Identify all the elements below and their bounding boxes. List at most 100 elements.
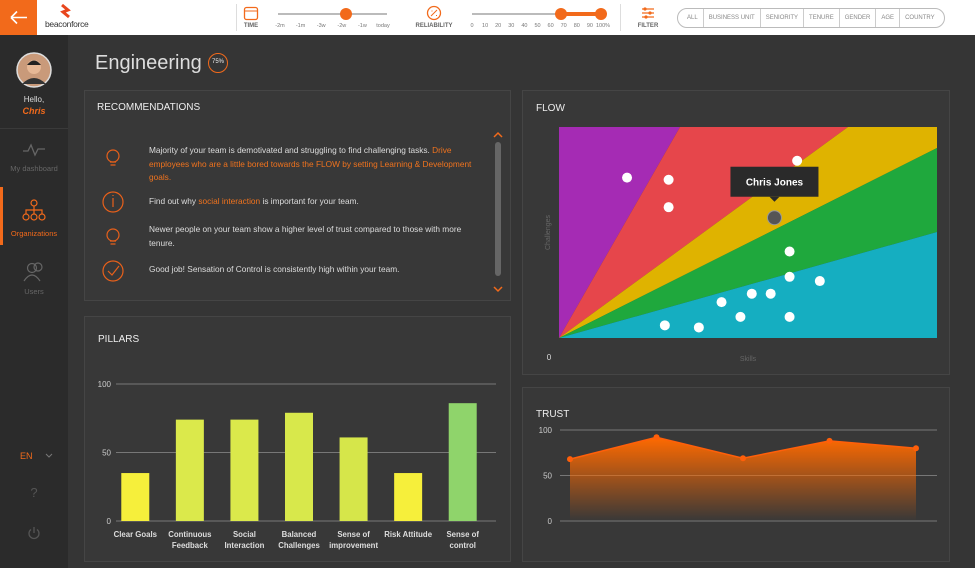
x-tick-label: Clear Goals <box>113 530 157 539</box>
filter-chip[interactable]: ALL <box>682 9 704 27</box>
filter-chip[interactable]: COUNTRY <box>905 15 935 21</box>
data-point <box>716 297 727 308</box>
x-tick-label: 0 <box>547 353 552 362</box>
recommendation-icons <box>102 149 124 282</box>
chart-title: TRUST <box>536 409 569 420</box>
y-tick-label: 100 <box>98 380 112 389</box>
power-icon[interactable] <box>27 526 41 540</box>
filter-chip[interactable]: GENDER <box>840 9 877 27</box>
reliability-thumb[interactable] <box>555 8 567 20</box>
top-bar: beaconforce TIME -2m -1m -3w -2w -1w today RE… <box>0 0 975 35</box>
filter-label: FILTER <box>637 23 659 29</box>
nav-item[interactable]: My dashboard <box>10 164 58 173</box>
point <box>913 445 919 452</box>
tooltip-pointer <box>769 196 780 202</box>
text: Good job! Sensation of Control is consis… <box>149 264 400 274</box>
bar <box>175 419 204 521</box>
reliability-tick: 50 <box>534 23 541 29</box>
reliability-track <box>472 13 603 15</box>
separator <box>236 4 237 31</box>
x-tick-label: Sense of control <box>446 530 479 550</box>
reliability-tick: 90 <box>586 23 593 29</box>
language-chevron[interactable] <box>44 451 54 461</box>
data-point <box>784 311 795 322</box>
y-tick-label: 50 <box>543 472 552 481</box>
filter-icon[interactable] <box>640 5 656 21</box>
filter-chip[interactable]: AGE <box>876 9 901 27</box>
dashboard-icon[interactable] <box>22 142 46 158</box>
filter-chip[interactable]: SENIORITY <box>761 9 805 27</box>
flow-zones <box>559 127 937 338</box>
score-badge: 75% <box>208 53 228 73</box>
time-tick: -2m <box>275 23 285 29</box>
data-point <box>622 172 633 183</box>
highlight-text: social interaction <box>198 196 261 206</box>
filter-chip[interactable]: BUSINESS UNIT <box>704 9 761 27</box>
time-tick: today <box>376 23 390 29</box>
greeting: Hello, <box>23 95 45 104</box>
time-tick: -1w <box>357 23 367 29</box>
users-icon[interactable] <box>22 261 46 283</box>
back-button[interactable] <box>0 0 37 35</box>
data-point <box>765 288 776 299</box>
logo: beaconforce <box>45 19 89 29</box>
recommendation: Good job! Sensation of Control is consis… <box>149 263 479 277</box>
area <box>570 437 916 521</box>
logo-icon <box>60 3 71 19</box>
y-axis-label: Challenges <box>545 214 552 250</box>
tooltip <box>730 166 819 197</box>
data-point <box>746 288 757 299</box>
pillars-chart: PILLARS 0 50 100 <box>98 334 496 526</box>
reliability-label: RELIABILITY <box>415 23 453 29</box>
nav-item[interactable]: Organizations <box>10 229 58 238</box>
reliability-tick: 30 <box>508 23 515 29</box>
time-tick: -3w <box>316 23 326 29</box>
reliability-tick: 20 <box>495 23 502 29</box>
y-tick-label: 100 <box>539 426 553 435</box>
organizations-icon[interactable] <box>22 199 46 221</box>
flow-chart: FLOW Challenges Skills 0 Chris Jones <box>536 103 937 363</box>
data-point <box>784 246 795 257</box>
recommendation: Find out why social interaction is impor… <box>149 195 479 209</box>
nav-item[interactable]: Users <box>24 287 44 296</box>
reliability-tick: 70 <box>560 23 567 29</box>
chart-title: FLOW <box>536 103 565 114</box>
page-title: Engineering <box>95 52 202 74</box>
reliability-thumb[interactable] <box>595 8 607 20</box>
point <box>653 434 660 441</box>
time-label: TIME <box>243 23 259 29</box>
x-tick-label: Continuous Feedback <box>168 530 212 550</box>
data-point <box>784 271 795 282</box>
recommendation: Newer people on your team show a higher … <box>149 223 479 250</box>
user-name: Chris <box>22 106 46 116</box>
time-tick: -2w <box>337 23 347 29</box>
help[interactable]: ? <box>30 485 38 500</box>
y-tick-label: 50 <box>102 449 111 458</box>
data-point <box>663 174 674 185</box>
panel-title: RECOMMENDATIONS <box>97 102 201 113</box>
reliability-tick: 10 <box>482 23 489 29</box>
data-point <box>693 322 704 333</box>
chart-title: PILLARS <box>98 334 139 345</box>
sidebar: Hello, Chris My dashboard Organizations … <box>0 35 68 568</box>
text: Newer people on your team show a higher … <box>149 224 462 248</box>
reliability-tick: 80 <box>573 23 580 29</box>
avatar[interactable] <box>16 52 52 88</box>
y-tick-label: 0 <box>107 517 112 526</box>
back-icon <box>10 10 27 25</box>
y-tick-label: 0 <box>548 517 553 526</box>
data-point <box>659 320 670 331</box>
x-tick-label: Balanced Challenges <box>278 530 320 550</box>
bar <box>230 419 259 521</box>
reliability-tick: 60 <box>547 23 554 29</box>
language[interactable]: EN <box>20 451 33 461</box>
x-axis-label: Skills <box>740 356 757 363</box>
recommendation: Majority of your team is demotivated and… <box>149 144 479 185</box>
reliability-icon <box>426 5 442 21</box>
reliability-tick: 100% <box>595 23 611 29</box>
recommendations-panel <box>84 90 511 301</box>
filter-chip[interactable]: TENURE <box>804 9 840 27</box>
scrollbar[interactable] <box>490 126 506 296</box>
time-thumb[interactable] <box>340 8 352 20</box>
